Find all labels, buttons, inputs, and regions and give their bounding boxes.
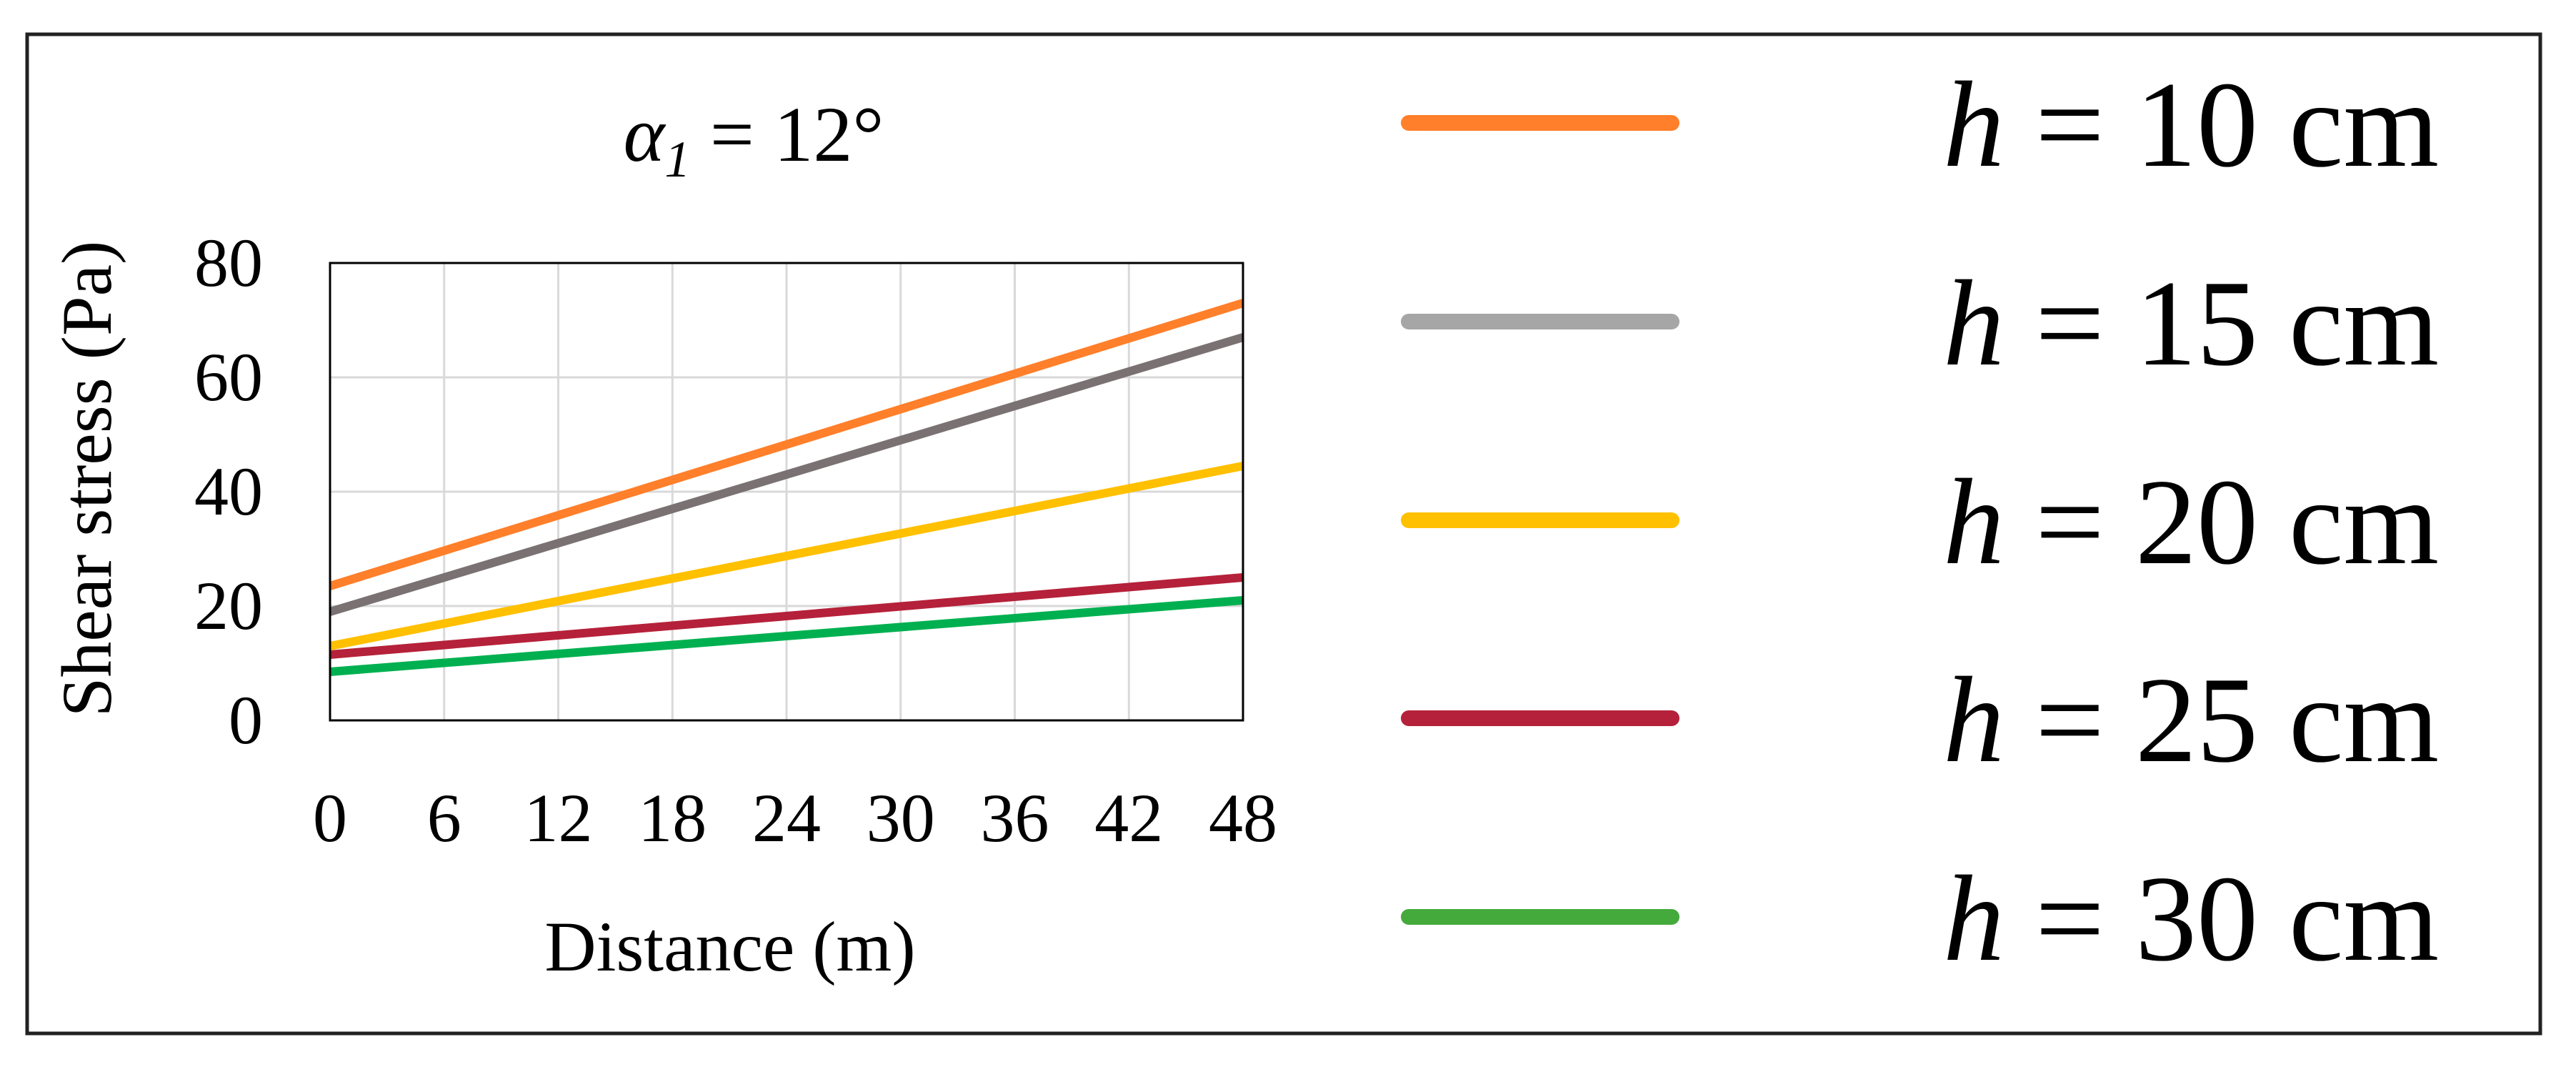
series-lines	[329, 299, 1244, 676]
y-tick-label: 60	[194, 339, 263, 415]
series-line-1	[329, 299, 1244, 590]
series-line-4	[329, 573, 1244, 659]
x-tick-label: 0	[313, 780, 347, 856]
x-tick-label: 12	[524, 780, 593, 856]
x-tick-label: 30	[867, 780, 935, 856]
legend-label-4: h = 25 cm	[1943, 652, 2439, 788]
y-tick-label: 0	[229, 682, 263, 758]
y-tick-labels: 0 20 40 60 80	[194, 224, 263, 758]
x-tick-label: 36	[981, 780, 1049, 856]
chart-title: α1 = 12°	[624, 91, 884, 188]
x-tick-label: 6	[427, 780, 461, 856]
legend-label-5: h = 30 cm	[1943, 851, 2439, 987]
series-line-3	[329, 462, 1244, 650]
x-tick-label: 24	[752, 780, 821, 856]
x-tick-label: 18	[638, 780, 707, 856]
legend-label-1: h = 10 cm	[1943, 57, 2439, 193]
x-tick-label: 42	[1094, 780, 1163, 856]
y-tick-label: 80	[194, 224, 263, 301]
y-tick-label: 40	[194, 453, 263, 530]
legend-label-2: h = 15 cm	[1943, 256, 2439, 392]
legend-label-3: h = 20 cm	[1943, 455, 2439, 590]
x-axis-title: Distance (m)	[544, 907, 915, 986]
y-axis-title: Shear stress (Pa)	[47, 241, 126, 718]
legend: h = 10 cm h = 15 cm h = 20 cm h = 25 cm h = …	[1401, 57, 2439, 987]
series-line-2	[329, 333, 1244, 616]
series-line-5	[329, 596, 1244, 676]
x-tick-label: 48	[1209, 780, 1277, 856]
plot-area-frame	[329, 262, 1244, 722]
figure-border	[25, 32, 2542, 1036]
x-tick-labels: 0 6 12 18 24 30 36 42 48	[313, 780, 1277, 856]
axes	[329, 262, 1244, 722]
y-tick-label: 20	[194, 567, 263, 644]
